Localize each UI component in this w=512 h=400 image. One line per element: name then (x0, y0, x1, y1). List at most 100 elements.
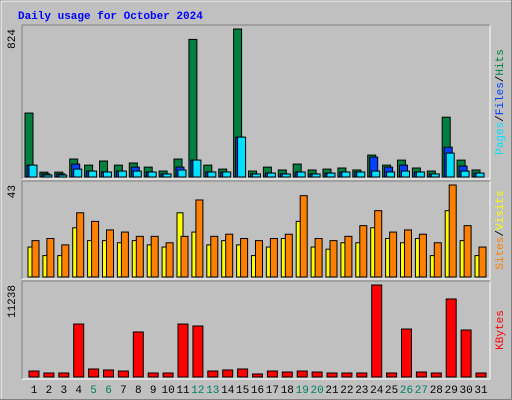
bar (314, 237, 323, 278)
bar (415, 171, 425, 178)
legend-separator: / (495, 115, 507, 122)
bar (326, 372, 338, 378)
x-tick-label: 2 (46, 385, 53, 397)
bar (433, 242, 442, 278)
bar (188, 38, 198, 178)
x-tick-label: 30 (459, 385, 472, 397)
bar (76, 212, 85, 278)
x-tick-label: 22 (340, 385, 353, 397)
bar (106, 229, 114, 278)
bar (73, 323, 85, 378)
x-tick-label: 6 (105, 385, 112, 397)
bar (460, 170, 470, 178)
bar (207, 370, 219, 378)
bar (88, 368, 100, 378)
bar (195, 199, 204, 278)
x-tick-label: 20 (310, 385, 323, 397)
y-tick-label: 824 (7, 29, 19, 49)
legend-separator: / (495, 230, 507, 237)
bar (371, 170, 381, 178)
legend-entry: Visits (495, 190, 507, 230)
x-tick-label: 4 (75, 385, 82, 397)
bar (356, 171, 366, 178)
bar (240, 237, 249, 278)
bar (43, 372, 55, 378)
bar (329, 240, 338, 278)
x-tick-label: 27 (415, 385, 428, 397)
bar (237, 368, 249, 378)
bar (463, 225, 472, 278)
legend-entry: Files (495, 82, 507, 115)
x-tick-label: 13 (206, 385, 219, 397)
bar (478, 246, 487, 278)
legend-entry: Pages (495, 122, 507, 155)
legend-separator: / (495, 76, 507, 83)
bar (341, 372, 353, 378)
x-tick-label: 3 (60, 385, 67, 397)
x-tick-label: 26 (400, 385, 413, 397)
bar (448, 184, 457, 278)
x-tick-label: 12 (191, 385, 204, 397)
bar (61, 244, 70, 278)
bar (117, 170, 127, 178)
x-tick-label: 8 (135, 385, 142, 397)
bar (430, 173, 440, 178)
x-tick-label: 18 (281, 385, 294, 397)
bar (415, 371, 427, 378)
bar (135, 235, 144, 278)
bar (374, 210, 383, 278)
bar (255, 240, 263, 278)
x-tick-label: 7 (120, 385, 127, 397)
bar (475, 372, 487, 378)
bar (237, 136, 247, 178)
bar (31, 240, 40, 278)
x-tick-label: 28 (430, 385, 443, 397)
bar (147, 372, 159, 378)
bar (147, 171, 157, 178)
bar (418, 233, 427, 278)
legend: KBytes (495, 310, 507, 350)
bar (296, 370, 308, 378)
bar (43, 174, 53, 178)
x-tick-label: 15 (236, 385, 249, 397)
y-tick-label: 11238 (7, 285, 19, 318)
bar (371, 284, 383, 378)
bar (311, 371, 323, 378)
x-tick-label: 16 (251, 385, 264, 397)
bar (162, 173, 172, 178)
bar (356, 372, 368, 378)
bar (192, 159, 202, 178)
bar (58, 174, 68, 178)
bar (88, 170, 98, 178)
panel (21, 24, 491, 180)
bar (162, 372, 174, 378)
bar (117, 370, 129, 378)
bar (359, 225, 368, 278)
x-tick-label: 24 (370, 385, 384, 397)
bar (281, 173, 291, 178)
bar (252, 373, 263, 378)
bar (475, 172, 485, 178)
bar (296, 171, 306, 178)
legend: Sites/Visits (495, 190, 507, 269)
chart-title: Daily usage for October 2024 (18, 11, 203, 23)
legend-entry: Sites (495, 237, 507, 270)
bar (299, 195, 308, 278)
bar (460, 329, 472, 378)
x-tick-label: 14 (221, 385, 235, 397)
bar (132, 331, 144, 378)
x-tick-label: 31 (474, 385, 488, 397)
bar (386, 372, 398, 378)
bar (326, 172, 336, 178)
bar (150, 235, 159, 278)
x-tick-label: 11 (176, 385, 190, 397)
bar (91, 220, 100, 278)
x-tick-label: 1 (31, 385, 38, 397)
bar (344, 235, 353, 278)
bar (177, 323, 189, 378)
panel-bevel (21, 24, 490, 179)
bar (103, 171, 112, 178)
x-tick-label: 29 (445, 385, 458, 397)
bar (103, 369, 114, 378)
